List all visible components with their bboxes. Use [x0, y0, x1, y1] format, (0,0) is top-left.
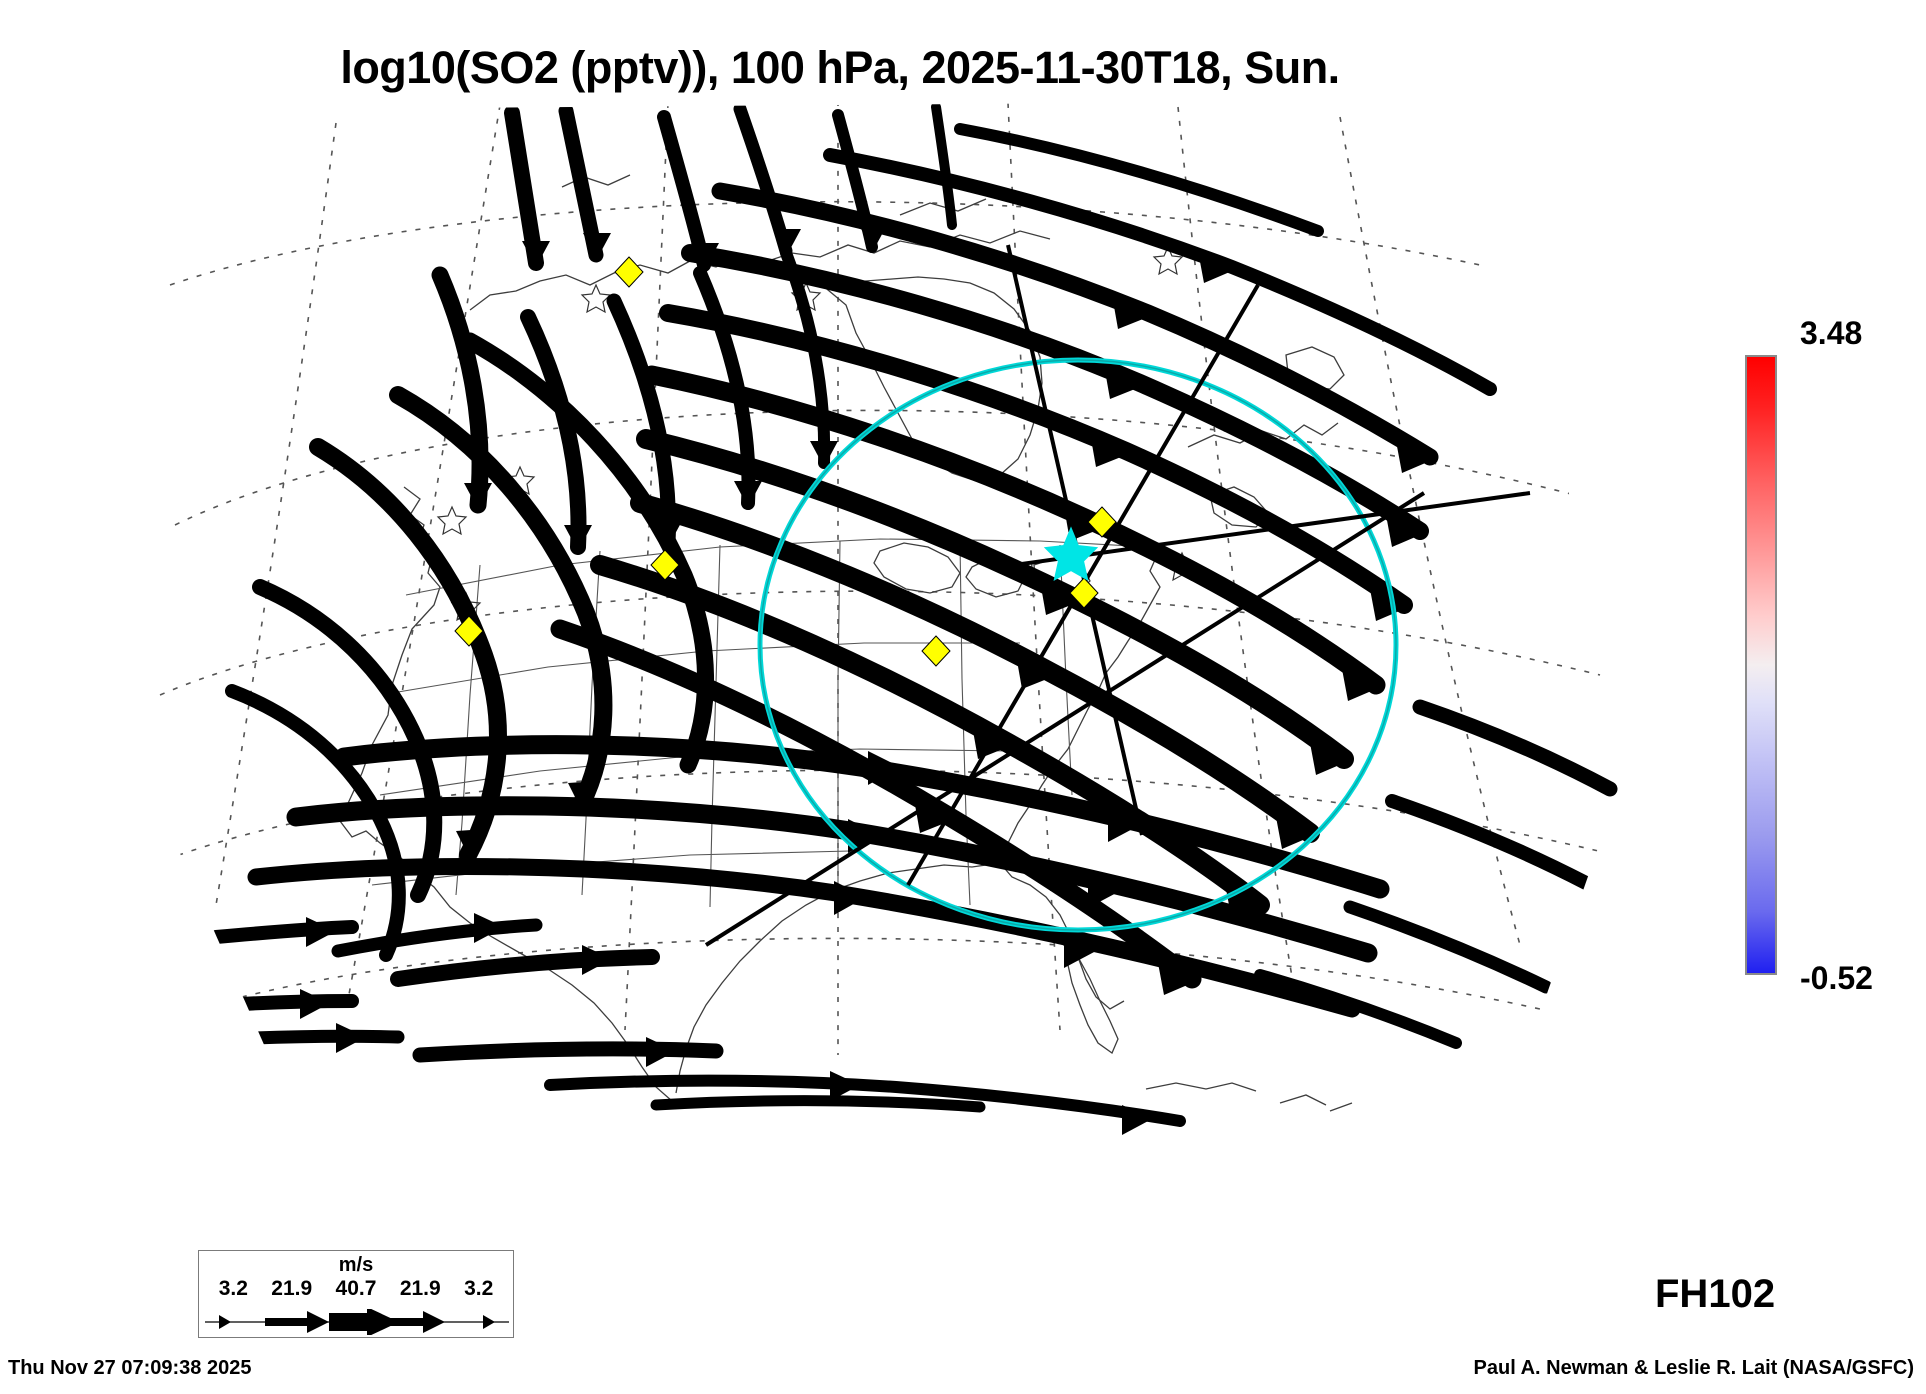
author-credit: Paul A. Newman & Leslie R. Lait (NASA/GS… [1473, 1357, 1914, 1379]
wind-key-value: 40.7 [335, 1277, 377, 1300]
map-panel [0, 95, 1680, 1295]
station-marker [1087, 506, 1117, 538]
graticule [150, 101, 1616, 1055]
station-markers[interactable] [454, 256, 1117, 667]
colorbar-max-label: 3.48 [1800, 315, 1863, 351]
station-marker [1069, 577, 1099, 609]
map-canvas[interactable] [0, 95, 1680, 1295]
range-ring-inner [759, 359, 1397, 931]
ring-center-star [1043, 526, 1099, 581]
page-title: log10(SO2 (pptv)), 100 hPa, 2025-11-30T1… [340, 42, 1340, 93]
generation-timestamp: Thu Nov 27 07:09:38 2025 [8, 1357, 252, 1379]
colorbar [1745, 355, 1777, 975]
wind-streamlines [185, 102, 1618, 1127]
wind-key-value: 21.9 [399, 1277, 441, 1300]
wind-key-values: 3.2 21.9 40.7 21.9 3.2 [199, 1277, 513, 1301]
station-marker [454, 615, 484, 647]
station-marker [921, 635, 951, 667]
wind-key-value: 21.9 [271, 1277, 313, 1300]
wind-key-units: m/s [338, 1254, 374, 1276]
colorbar-min-label: -0.52 [1800, 960, 1873, 996]
wind-speed-key: m/s 3.2 21.9 40.7 21.9 3.2 [198, 1250, 514, 1338]
wind-key-value: 3.2 [218, 1277, 248, 1300]
station-marker [650, 549, 680, 581]
forecast-hour-label: FH102 [1655, 1272, 1776, 1316]
wind-key-arrow-scale [205, 1309, 509, 1335]
wind-key-value: 3.2 [464, 1277, 494, 1300]
station-marker [614, 256, 644, 288]
streamline-arrowheads [300, 225, 1430, 1135]
